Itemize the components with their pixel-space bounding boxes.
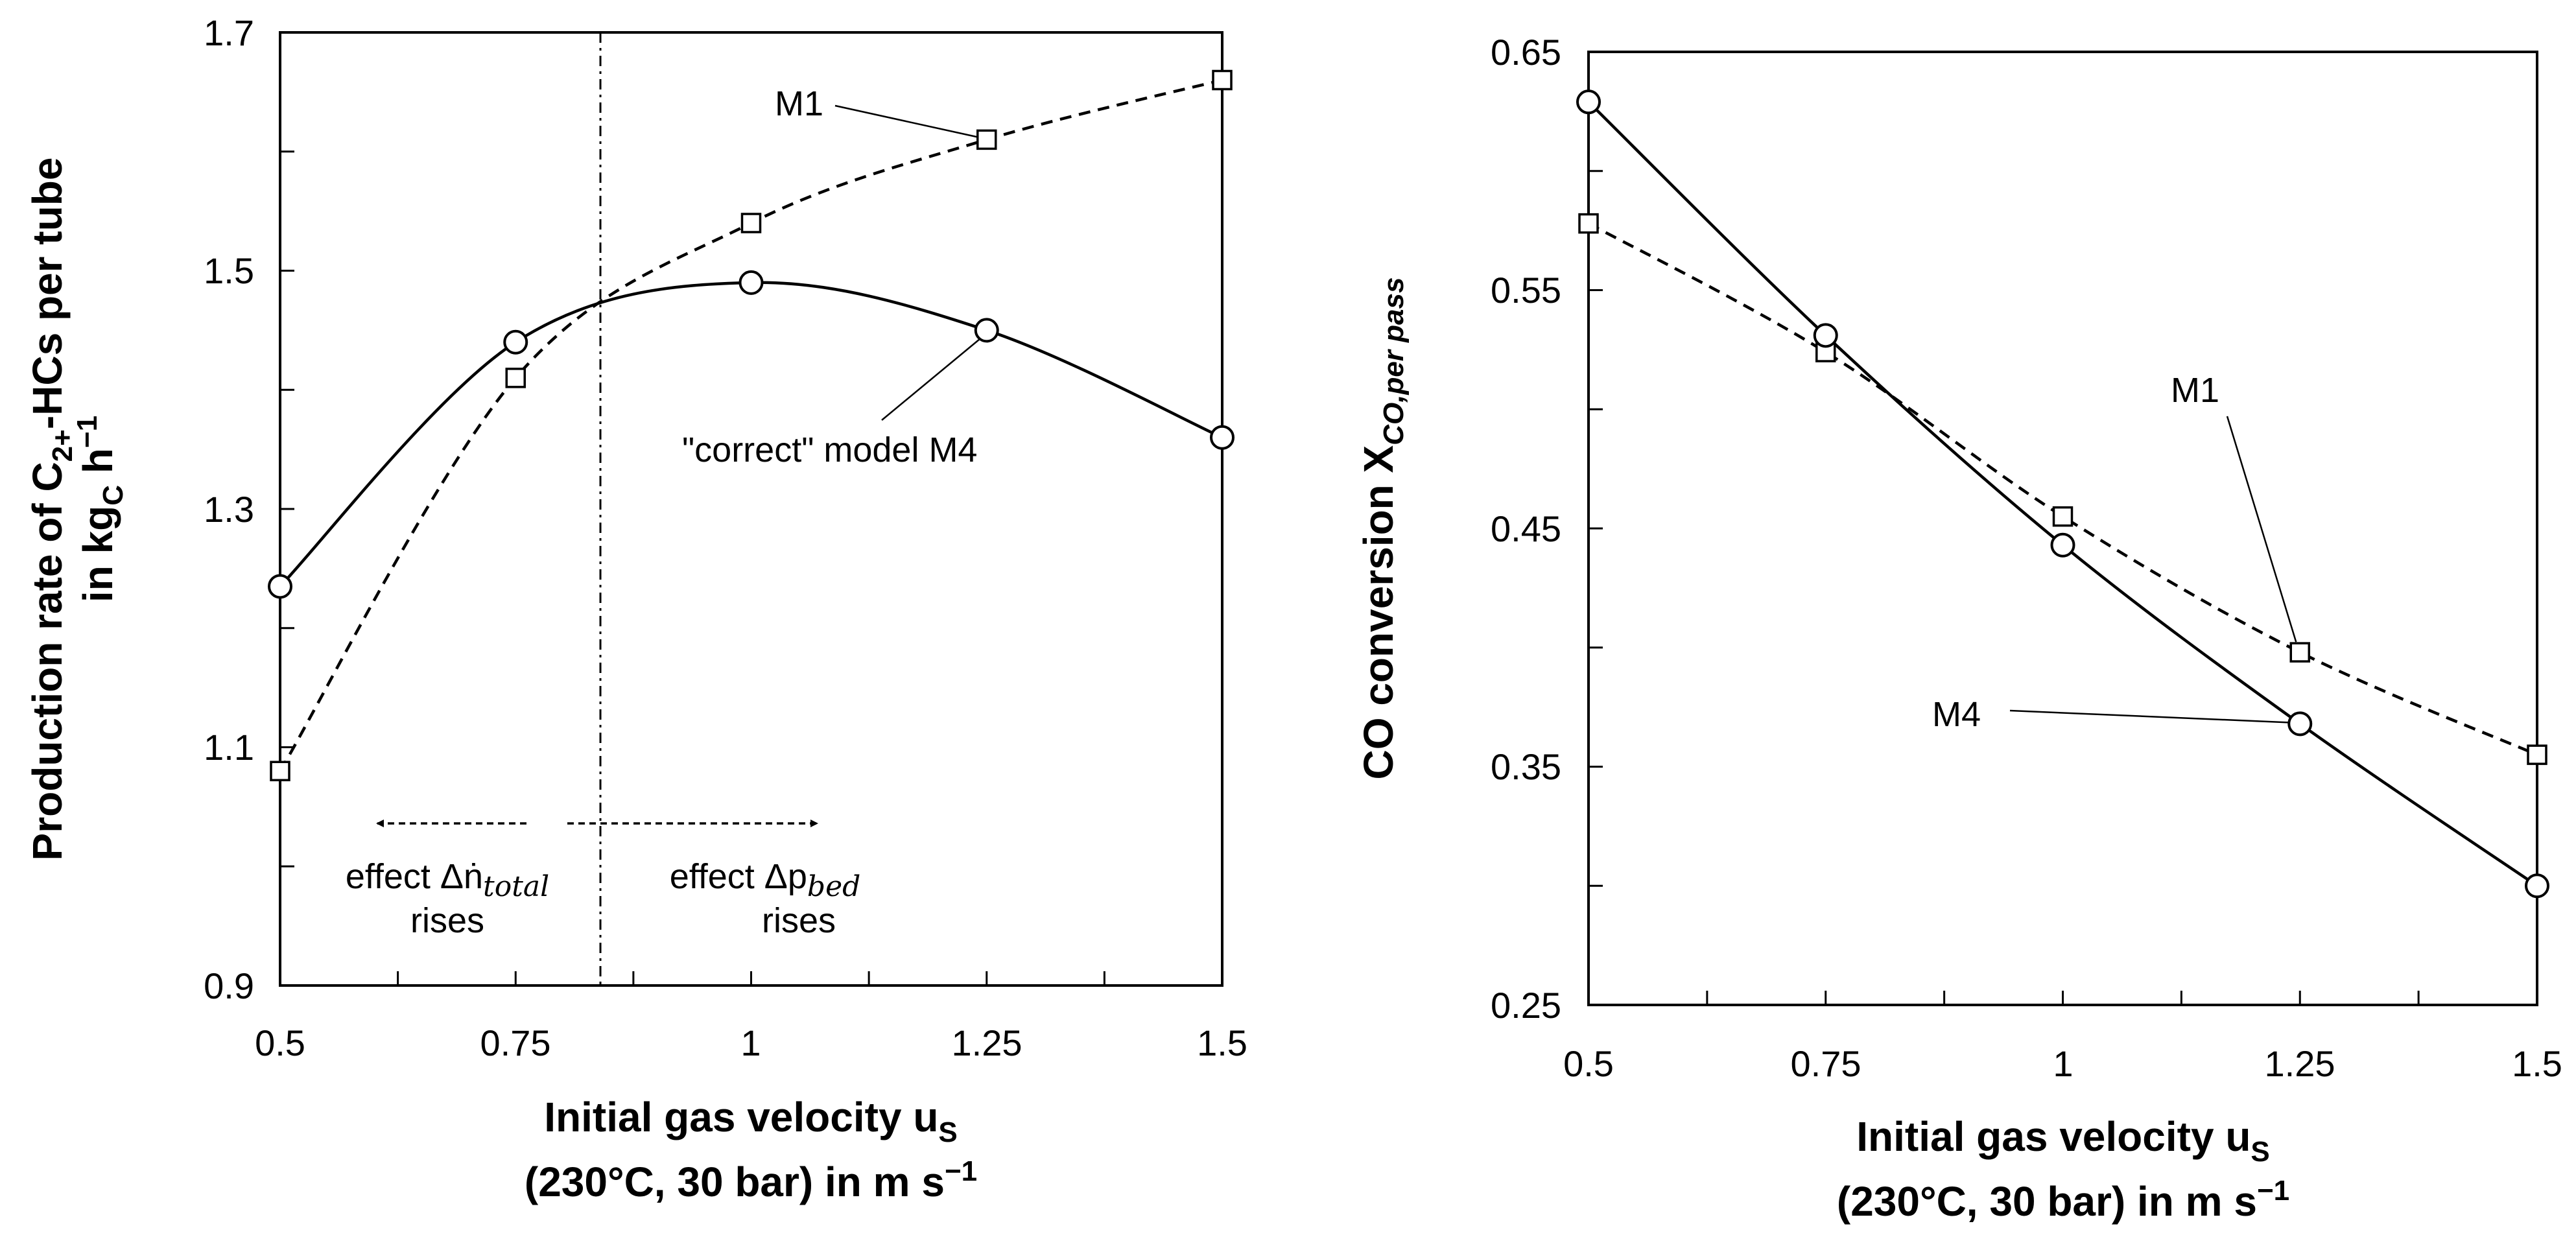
left-series-label-m1: M1 (775, 84, 823, 123)
right-y-tick-label: 0.35 (1491, 746, 1561, 787)
left-effect-label-line2: rises (410, 901, 484, 940)
left-curves (279, 78, 1223, 772)
left-y-tick-label: 1.3 (204, 489, 254, 530)
left-x-tick-label: 1.5 (1197, 1022, 1247, 1063)
right-y-tick-label: 0.65 (1491, 32, 1561, 73)
right-point-circle (1576, 89, 1601, 115)
left-x-tick-labels: 0.5 0.75 1 1.25 1.5 (255, 1022, 1247, 1063)
left-leader-m4 (881, 338, 981, 421)
right-x-tick-label: 0.75 (1791, 1043, 1861, 1084)
left-ticks (279, 31, 1223, 987)
chart-right-co-conversion: 0.25 0.35 0.45 0.55 0.65 0.5 0.75 1 1.25… (1355, 32, 2562, 1225)
right-point-square (2052, 506, 2074, 527)
left-x-axis-title-line1: Initial gas velocity uS (544, 1094, 958, 1148)
right-point-circle (2050, 532, 2075, 558)
right-y-tick-labels: 0.25 0.35 0.45 0.55 0.65 (1491, 32, 1561, 1026)
left-point-circle (974, 318, 999, 343)
left-point-square (740, 213, 762, 233)
right-plot-frame (1587, 51, 2538, 1006)
right-point-circle (2287, 711, 2313, 737)
right-point-circle (2525, 873, 2549, 899)
left-point-circle (739, 270, 764, 295)
left-series-label-m4: "correct" model M4 (682, 431, 977, 469)
left-series-line-m1 (279, 78, 1223, 772)
right-x-axis-title-line1: Initial gas velocity uS (1856, 1113, 2270, 1168)
left-x-tick-label: 0.75 (480, 1022, 551, 1063)
right-leader-lines (2009, 416, 2297, 724)
left-point-circle (503, 329, 528, 355)
right-x-tick-label: 1.25 (2265, 1043, 2335, 1084)
right-y-tick-label: 0.55 (1491, 270, 1561, 311)
left-y-tick-label: 1.7 (204, 12, 254, 53)
left-point-square (270, 761, 290, 781)
left-markers (268, 69, 1235, 781)
chart-left-production-rate: 0.9 1.1 1.3 1.5 1.7 0.5 0.75 1 1.25 1.5 … (24, 12, 1247, 1205)
right-point-square (2527, 744, 2547, 765)
right-curves (1587, 100, 2538, 888)
right-series-line-m1 (1587, 222, 2538, 757)
right-x-tick-label: 0.5 (1563, 1043, 1614, 1084)
right-point-circle (1813, 323, 1838, 348)
left-y-axis-title-line2: in kgC h−1 (71, 416, 129, 602)
right-point-square (2289, 642, 2310, 663)
right-series-label-m4: M4 (1932, 695, 1981, 734)
left-point-circle (268, 574, 292, 599)
left-y-axis-title: Production rate of C2+-HCs per tube in k… (24, 158, 129, 861)
left-y-tick-labels: 0.9 1.1 1.3 1.5 1.7 (204, 12, 254, 1006)
left-x-tick-label: 0.5 (255, 1022, 305, 1063)
right-y-tick-label: 0.25 (1491, 985, 1561, 1026)
right-leader-m1 (2226, 416, 2297, 643)
right-x-tick-label: 1.5 (2512, 1043, 2562, 1084)
left-x-axis-title-line2: (230°C, 30 bar) in m s−1 (525, 1155, 977, 1205)
left-x-tick-label: 1 (740, 1022, 761, 1063)
right-markers (1576, 89, 2549, 899)
left-y-tick-label: 1.5 (204, 250, 254, 291)
right-effect-label-line2: rises (762, 901, 836, 940)
right-y-tick-label: 0.45 (1491, 508, 1561, 549)
right-x-axis-title-line2: (230°C, 30 bar) in m s−1 (1837, 1175, 2289, 1225)
left-point-square (976, 129, 997, 150)
left-leader-m1 (834, 104, 978, 138)
left-effect-label-line1: effect Δṅtotal (346, 857, 549, 903)
right-effect-label-line1: effect Δpbed (670, 857, 861, 903)
left-y-tick-label: 1.1 (204, 727, 254, 768)
right-series-label-m1: M1 (2171, 371, 2219, 410)
right-x-tick-label: 1 (2053, 1043, 2073, 1084)
right-y-axis-title-text: CO conversion XCO,per pass (1355, 277, 1410, 780)
left-point-circle (1210, 425, 1235, 450)
right-y-axis-title: CO conversion XCO,per pass (1355, 277, 1410, 780)
right-leader-m4 (2009, 709, 2289, 724)
left-plot-frame (279, 31, 1223, 987)
right-point-square (1578, 213, 1599, 234)
left-y-tick-label: 0.9 (204, 965, 254, 1006)
right-ticks (1587, 51, 2538, 1006)
right-x-tick-labels: 0.5 0.75 1 1.25 1.5 (1563, 1043, 2562, 1084)
left-point-square (1212, 69, 1233, 91)
right-series-line-m4 (1587, 100, 2538, 888)
left-y-axis-title-line1: Production rate of C2+-HCs per tube (24, 158, 78, 861)
left-point-square (505, 368, 526, 388)
left-leader-lines (834, 104, 981, 421)
left-x-tick-label: 1.25 (952, 1022, 1022, 1063)
